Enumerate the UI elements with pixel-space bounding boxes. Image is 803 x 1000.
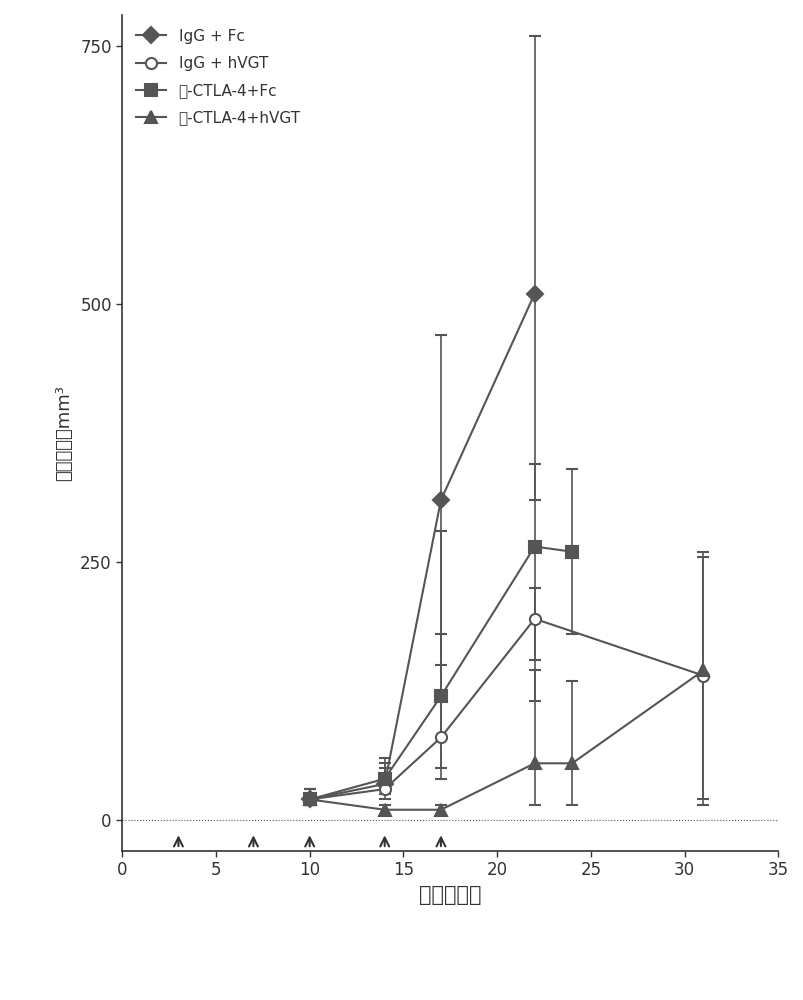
Y-axis label: 肟瘤体积，mm³: 肟瘤体积，mm³	[55, 385, 73, 481]
X-axis label: 植入后天数: 植入后天数	[418, 885, 481, 905]
Legend: IgG + Fc, IgG + hVGT, 抗-CTLA-4+Fc, 抗-CTLA-4+hVGT: IgG + Fc, IgG + hVGT, 抗-CTLA-4+Fc, 抗-CTL…	[129, 23, 307, 132]
